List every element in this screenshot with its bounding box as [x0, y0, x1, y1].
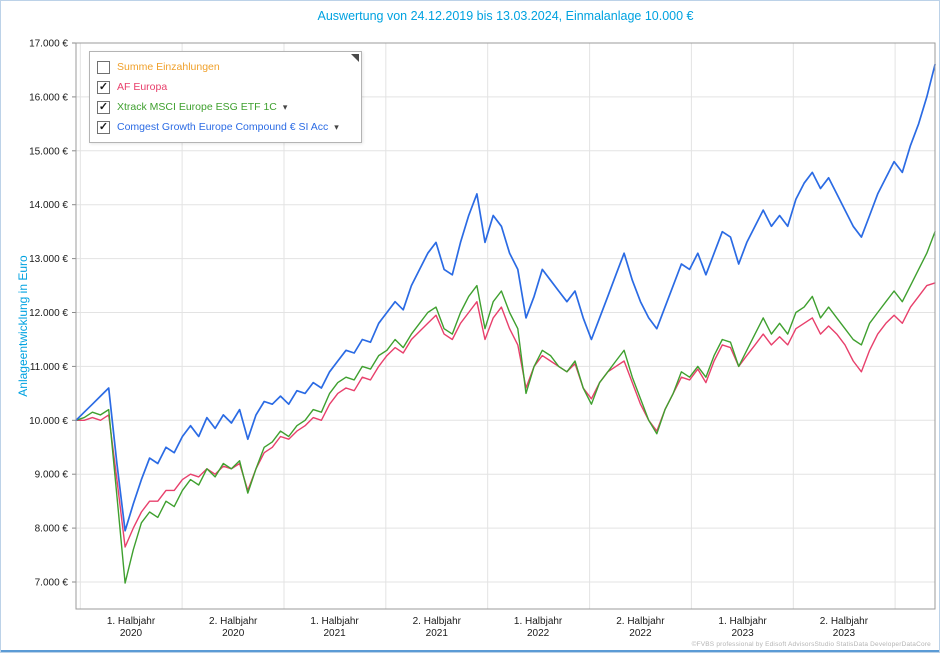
chart-title: Auswertung von 24.12.2019 bis 13.03.2024…	[317, 9, 694, 23]
y-tick-label: 16.000 €	[29, 92, 68, 103]
y-tick-label: 8.000 €	[35, 524, 69, 535]
dropdown-caret-icon[interactable]: ▾	[334, 121, 339, 132]
y-tick-label: 11.000 €	[30, 362, 69, 373]
watermark-text: ©FVBS professional by Edisoft AdvisorsSt…	[691, 641, 931, 648]
legend-rows: Summe Einzahlungen ✓ AF Europa ✓ Xtrack MSCI…	[97, 57, 339, 137]
series-line-comgest-growth-europe-compound-si-acc	[75, 63, 936, 532]
y-tick-label: 9.000 €	[35, 470, 69, 481]
x-tick-label: 2. Halbjahr	[820, 616, 869, 627]
x-tick-label-year: 2020	[222, 628, 245, 639]
y-tick-label: 10.000 €	[29, 416, 68, 427]
legend-checkbox[interactable]: ✓	[97, 80, 110, 94]
plot-border	[75, 42, 936, 610]
legend-checkbox[interactable]: ✓	[97, 100, 110, 114]
legend-item-label[interactable]: AF Europa	[117, 81, 168, 93]
dropdown-caret-icon[interactable]: ▾	[282, 101, 288, 112]
legend-item-label[interactable]: Xtrack MSCI Europe ESG ETF 1C	[117, 101, 277, 113]
x-tick-label-year: 2022	[629, 628, 652, 639]
series-line-xtrack-msci-europe-esg-etf-1c	[75, 230, 936, 584]
y-tick-label: 7.000 €	[35, 578, 69, 589]
legend-item-label[interactable]: Comgest Growth Europe Compound € SI Acc	[117, 121, 329, 133]
x-tick-label-year: 2021	[323, 628, 346, 639]
legend-item-summe-einzahlungen[interactable]: Summe Einzahlungen	[97, 57, 339, 77]
y-tick-label: 15.000 €	[29, 146, 68, 157]
x-tick-label: 1. Halbjahr	[107, 616, 156, 627]
x-tick-label-year: 2022	[527, 628, 550, 639]
y-tick-label: 14.000 €	[29, 200, 68, 211]
x-tick-label-year: 2023	[731, 628, 754, 639]
x-tick-label: 2. Halbjahr	[616, 616, 665, 627]
legend-item-comgest-growth-europe-compound-si-acc[interactable]: ✓ Comgest Growth Europe Compound € SI Acc…	[97, 117, 339, 137]
legend-checkbox[interactable]	[97, 60, 110, 74]
legend-collapse-icon[interactable]	[350, 54, 359, 62]
y-tick-label: 13.000 €	[29, 254, 68, 265]
y-tick-label: 17.000 €	[29, 39, 68, 50]
window-bottom-edge	[1, 650, 939, 652]
legend-box: Summe Einzahlungen ✓ AF Europa ✓ Xtrack MSCI…	[89, 51, 362, 143]
x-tick-label: 2. Halbjahr	[413, 616, 462, 627]
x-tick-label-year: 2020	[120, 628, 143, 639]
x-tick-label: 1. Halbjahr	[514, 616, 563, 627]
legend-checkbox[interactable]: ✓	[97, 120, 110, 134]
x-tick-label-year: 2023	[833, 628, 856, 639]
x-tick-label: 1. Halbjahr	[718, 616, 767, 627]
x-tick-label-year: 2021	[426, 628, 449, 639]
x-tick-label: 2. Halbjahr	[209, 616, 258, 627]
legend-item-af-europa[interactable]: ✓ AF Europa	[97, 77, 339, 97]
legend-item-label[interactable]: Summe Einzahlungen	[117, 61, 220, 73]
legend-item-xtrack-msci-europe-esg-etf-1c[interactable]: ✓ Xtrack MSCI Europe ESG ETF 1C ▾	[97, 97, 339, 117]
x-tick-label: 1. Halbjahr	[310, 616, 359, 627]
y-tick-label: 12.000 €	[29, 308, 68, 319]
